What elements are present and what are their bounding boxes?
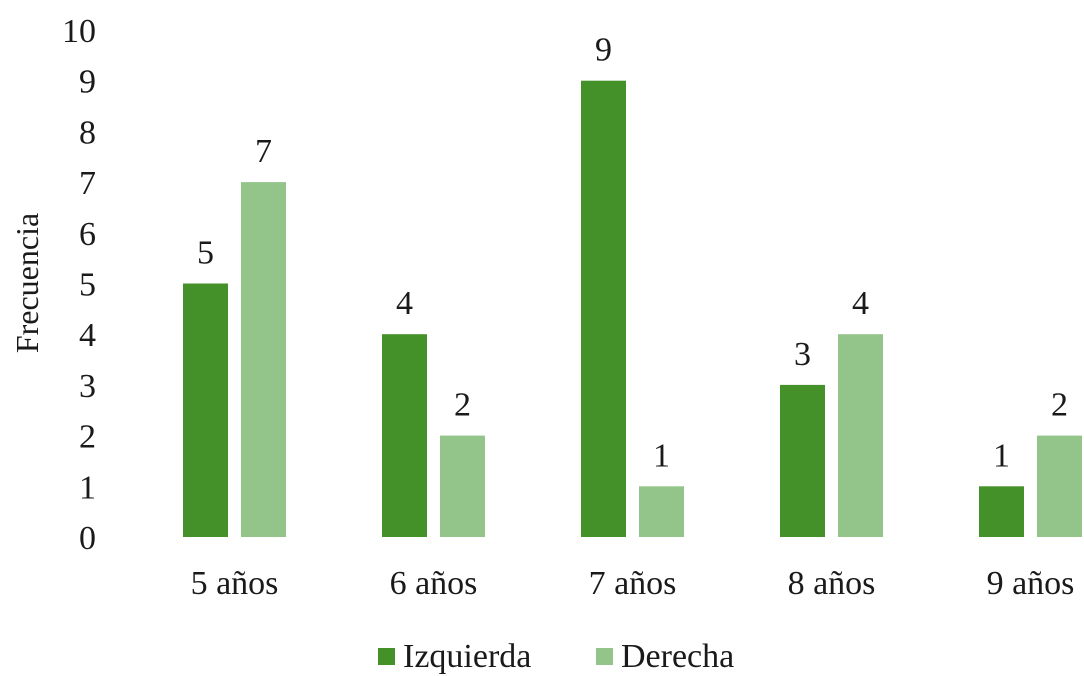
legend-label-derecha: Derecha [621, 638, 734, 675]
bar-izquierda-5 [979, 486, 1024, 537]
bars [183, 80, 1082, 537]
y-tick-label: 6 [79, 216, 96, 253]
y-tick-label: 1 [79, 469, 96, 506]
y-tick-label: 4 [79, 317, 96, 354]
data-label-izquierda-5: 1 [993, 437, 1010, 474]
data-label-derecha-5: 2 [1051, 387, 1068, 424]
y-tick-label: 9 [79, 64, 96, 101]
legend-label-izquierda: Izquierda [403, 638, 531, 675]
bar-derecha-1 [241, 182, 286, 537]
bar-derecha-2 [440, 435, 485, 537]
bar-izquierda-2 [382, 334, 427, 537]
bar-derecha-5 [1037, 435, 1082, 537]
x-category-label: 6 años [390, 565, 478, 602]
data-label-derecha-1: 7 [255, 133, 272, 170]
data-label-derecha-4: 4 [852, 285, 869, 322]
legend-swatch-derecha [596, 648, 613, 665]
y-tick-label: 3 [79, 368, 96, 405]
data-label-derecha-3: 1 [653, 437, 670, 474]
data-label-izquierda-2: 4 [396, 285, 413, 322]
bar-izquierda-4 [780, 384, 825, 537]
data-labels: 5 7 4 2 9 1 3 4 1 2 [197, 32, 1068, 475]
y-axis-ticks: 0 1 2 3 4 5 6 7 8 9 10 [62, 13, 96, 557]
y-tick-label: 10 [62, 13, 96, 50]
data-label-izquierda-1: 5 [197, 235, 214, 272]
y-axis-title: Frecuencia [9, 213, 45, 353]
bar-izquierda-3 [581, 80, 626, 537]
x-category-label: 9 años [987, 565, 1075, 602]
legend: Izquierda Derecha [378, 638, 734, 675]
y-tick-label: 5 [79, 267, 96, 304]
bar-derecha-4 [838, 334, 883, 537]
y-tick-label: 7 [79, 165, 96, 202]
bar-izquierda-1 [183, 283, 228, 537]
x-category-label: 8 años [788, 565, 876, 602]
data-label-izquierda-4: 3 [794, 336, 811, 373]
x-axis-category-labels: 5 años 6 años 7 años 8 años 9 años [191, 565, 1075, 602]
y-tick-label: 8 [79, 114, 96, 151]
legend-swatch-izquierda [378, 648, 395, 665]
bar-derecha-3 [639, 486, 684, 537]
y-tick-label: 0 [79, 520, 96, 557]
data-label-izquierda-3: 9 [595, 32, 612, 69]
y-tick-label: 2 [79, 419, 96, 456]
x-category-label: 7 años [589, 565, 677, 602]
x-category-label: 5 años [191, 565, 279, 602]
data-label-derecha-2: 2 [454, 387, 471, 424]
